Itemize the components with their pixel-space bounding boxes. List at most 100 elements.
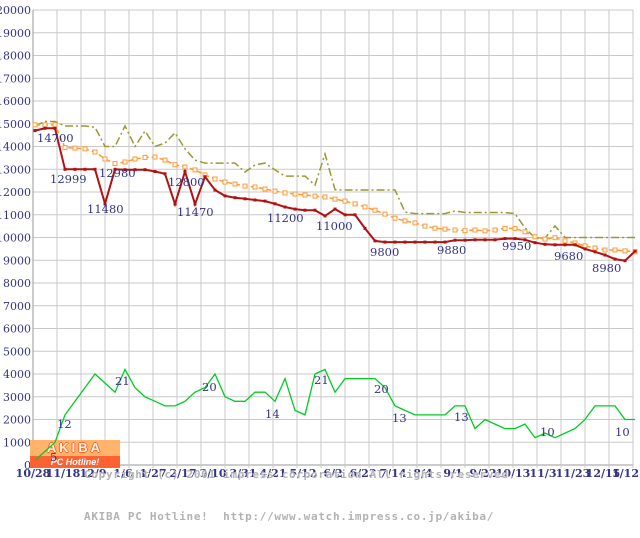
shop-count-data-label: 13 [454,410,469,424]
average-price-marker [292,191,298,197]
average-price-marker [122,159,128,165]
y-axis-tick-label: 5000 [3,345,31,358]
y-axis-tick-label: 18000 [0,50,31,63]
average-price-marker [62,145,68,151]
average-price-marker [372,207,378,213]
lowest-price-marker [343,213,347,217]
lowest-price-marker [383,240,387,244]
lowest-price-marker [533,241,537,245]
lowest-price-marker [33,129,37,133]
average-price-marker [582,243,588,249]
average-price-marker [302,192,308,198]
price-data-label: 12980 [99,166,136,180]
lowest-price-marker [243,197,247,201]
lowest-price-marker [113,167,117,171]
y-axis-tick-label: 1000 [3,436,31,449]
average-price-marker [472,227,478,233]
lowest-price-marker [273,202,277,206]
lowest-price-marker [193,202,197,206]
lowest-price-marker [463,238,467,242]
average-price-marker [362,204,368,210]
average-price-marker [412,220,418,226]
lowest-price-marker [93,167,97,171]
y-axis-tick-label: 12000 [0,186,31,199]
price-data-label: 12800 [168,175,205,189]
average-price-marker [532,234,538,240]
lowest-price-marker [393,240,397,244]
y-axis-tick-label: 16000 [0,95,31,108]
lowest-price-marker [333,207,337,211]
lowest-price-marker [83,167,87,171]
lowest-price-marker [633,249,637,253]
y-axis-tick-label: 15000 [0,118,31,131]
price-data-label: 14700 [37,131,74,145]
lowest-price-marker [133,168,137,172]
average-price-marker [382,211,388,217]
average-price-marker [32,122,38,128]
shop-count-data-label: 10 [615,425,630,439]
lowest-price-marker [253,198,257,202]
average-price-marker [232,181,238,187]
price-data-label: 11470 [177,205,214,219]
average-price-marker [142,154,148,160]
shop-count-data-label: 21 [314,373,329,387]
x-axis-tick-label: 11/23 [556,467,591,480]
x-axis-tick-label: 11/3 [530,467,557,480]
average-price-marker [92,149,98,155]
average-price-marker [252,184,258,190]
lowest-price-marker [263,199,267,203]
price-data-label: 12999 [50,172,87,186]
lowest-price-line [34,127,636,262]
lowest-price-marker [63,167,67,171]
average-price-marker [222,179,228,185]
average-price-marker [342,198,348,204]
shop-count-data-label: 14 [265,407,280,421]
copyright-line-2: AKIBA PC Hotline! http://www.watch.impre… [84,510,495,523]
lowest-price-marker [153,170,157,173]
lowest-price-marker [173,202,177,206]
average-price-marker [72,145,78,151]
lowest-price-marker [183,170,187,173]
average-price-marker [602,247,608,253]
average-price-marker [572,240,578,246]
lowest-price-marker [203,175,207,179]
average-price-marker [632,249,638,255]
lowest-price-marker [473,238,477,242]
x-axis-tick-label: 11/18 [46,467,81,480]
price-trend-chart-page: { "chart_data": { "type": "line", "x_tic… [0,4,639,523]
y-axis-tick-label: 17000 [0,72,31,85]
copyright-line-1: Copyright (c) 2001 impress corporation A… [84,468,517,481]
shop-count-data-label: 10 [540,425,555,439]
average-price-line [35,124,636,253]
x-axis-tick-label: 1/12 [612,467,639,480]
average-price-marker [202,172,208,178]
average-price-marker [432,225,438,231]
lowest-price-marker [313,208,317,212]
average-price-marker [422,223,428,229]
copyright-watermark: Copyright (c) 2001 impress corporation A… [84,440,516,538]
lowest-price-marker [303,208,307,212]
lowest-price-marker [613,257,617,261]
highest-price-line [34,120,635,239]
lowest-price-marker [483,238,487,242]
shop-count-data-label: 20 [374,382,389,396]
lowest-price-marker [493,238,497,242]
lowest-price-marker [403,240,407,244]
lowest-price-marker [293,207,297,211]
y-axis-tick-label: 8000 [3,277,31,290]
average-price-marker [172,162,178,168]
average-price-marker [622,248,628,254]
lowest-price-marker [43,126,47,130]
y-axis-tick-label: 19000 [0,27,31,40]
shop-count-data-label: 13 [392,411,407,425]
average-price-marker [522,229,528,235]
price-data-label: 11000 [316,219,353,233]
lowest-price-marker [433,240,437,244]
y-axis-tick-label: 10000 [0,232,31,245]
average-price-marker [132,156,138,162]
lowest-price-marker [423,240,427,244]
y-axis-tick-label: 6000 [3,323,31,336]
lowest-price-marker [213,188,217,192]
y-axis-tick-label: 4000 [3,368,31,381]
x-axis-tick-label: 12/15 [586,467,621,480]
